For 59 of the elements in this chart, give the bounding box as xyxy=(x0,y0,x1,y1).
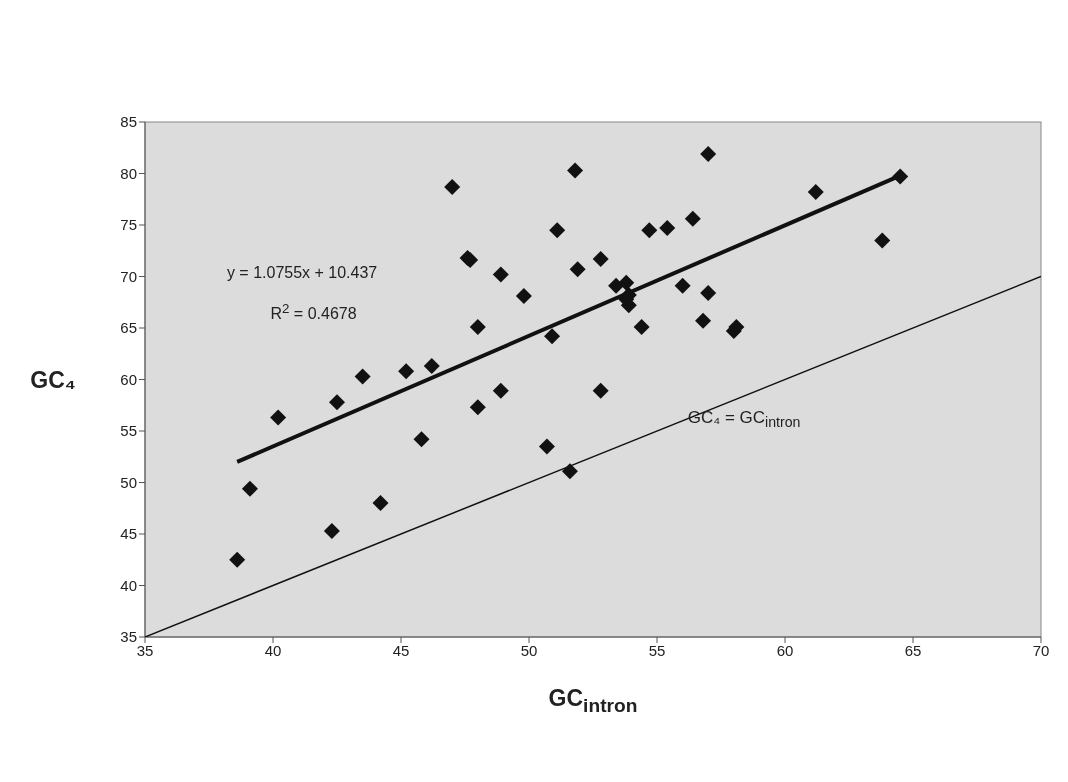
point xyxy=(569,261,586,278)
point xyxy=(241,480,258,497)
x-tick-label: 60 xyxy=(776,641,794,659)
point xyxy=(544,328,561,345)
point xyxy=(592,382,609,399)
point xyxy=(469,399,486,416)
point xyxy=(538,438,555,455)
y-tick-label: 60 xyxy=(120,370,137,388)
x-tick-label: 55 xyxy=(648,641,666,659)
point xyxy=(398,363,415,380)
point xyxy=(515,288,532,305)
x-tick-label: 70 xyxy=(1032,641,1050,659)
point xyxy=(270,409,287,426)
x-tick-label: 65 xyxy=(904,641,922,659)
x-tick-label: 35 xyxy=(136,641,154,659)
y-tick-label: 70 xyxy=(120,267,137,285)
y-tick-label: 50 xyxy=(120,473,137,491)
point xyxy=(659,220,676,237)
point xyxy=(641,222,658,239)
x-tick-label: 40 xyxy=(264,641,282,659)
point xyxy=(492,382,509,399)
point xyxy=(695,312,712,329)
x-axis-title: GC$_{intron}$ xyxy=(548,685,638,717)
point xyxy=(423,358,440,375)
point xyxy=(469,318,486,335)
y-tick-label: 85 xyxy=(120,113,137,131)
point xyxy=(229,551,246,568)
x-tick-label: 45 xyxy=(392,641,410,659)
point xyxy=(874,232,891,249)
y-tick-label: 40 xyxy=(120,576,137,594)
point xyxy=(700,145,717,162)
y-tick-label: 45 xyxy=(120,525,137,543)
point xyxy=(549,222,566,239)
point xyxy=(561,463,578,480)
y-tick-label: 65 xyxy=(120,319,137,337)
y-tick-label: 55 xyxy=(120,422,137,440)
y-tick-label: 75 xyxy=(120,216,137,234)
point xyxy=(700,284,717,301)
x-tick-label: 50 xyxy=(520,641,538,659)
y-tick-label: 35 xyxy=(120,628,137,646)
point xyxy=(372,495,389,512)
y-axis-title: GC₄ xyxy=(30,366,76,393)
point xyxy=(684,210,701,227)
point xyxy=(354,368,371,385)
y-tick-label: 80 xyxy=(120,164,137,182)
annotation: R$^{2}$ = 0.4678 xyxy=(270,301,357,324)
point xyxy=(592,250,609,267)
point xyxy=(807,184,824,201)
point xyxy=(633,318,650,335)
point xyxy=(323,522,340,539)
point xyxy=(618,274,635,291)
annotation: y = 1.0755x + 10.437 xyxy=(226,264,378,283)
annotation: GC₄ = GC$_{intron}$ xyxy=(687,408,801,431)
point xyxy=(492,266,509,283)
point xyxy=(413,431,430,448)
point xyxy=(674,277,691,294)
point xyxy=(567,162,584,179)
point xyxy=(329,394,345,411)
point xyxy=(444,178,461,195)
